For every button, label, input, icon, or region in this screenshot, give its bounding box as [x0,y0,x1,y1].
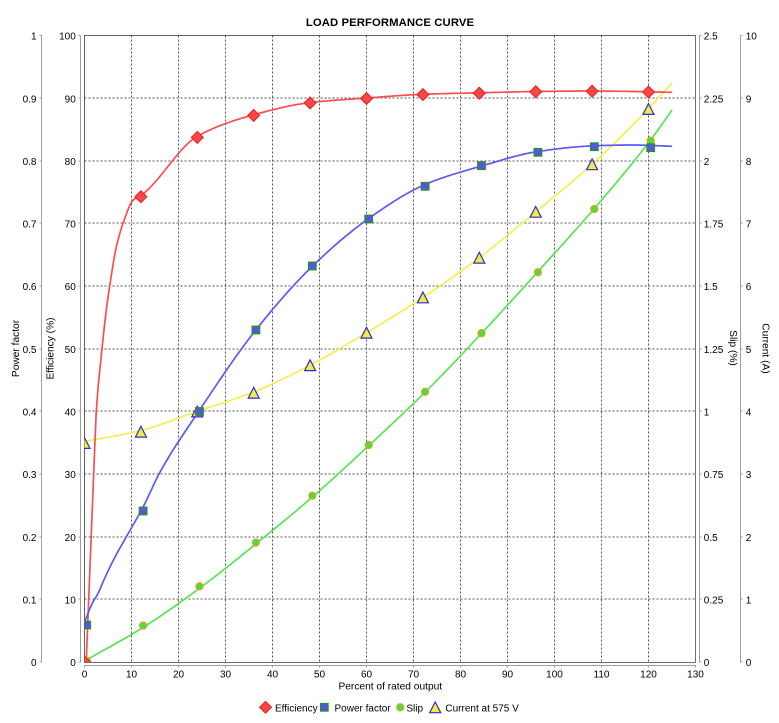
svg-text:0.1: 0.1 [23,596,37,607]
svg-text:0: 0 [704,658,710,669]
svg-text:7: 7 [746,220,752,231]
svg-text:1.25: 1.25 [704,345,724,356]
svg-text:20: 20 [173,670,185,681]
svg-text:10: 10 [126,670,138,681]
svg-text:0.9: 0.9 [23,94,37,105]
svg-text:10: 10 [746,32,758,43]
svg-text:Slip: Slip [406,703,423,714]
svg-text:Power factor: Power factor [335,703,392,714]
svg-text:0: 0 [70,658,76,669]
svg-text:0.6: 0.6 [23,282,37,293]
svg-text:10: 10 [65,596,77,607]
svg-text:2.5: 2.5 [704,32,718,43]
svg-text:40: 40 [65,408,77,419]
svg-text:70: 70 [65,220,77,231]
svg-text:Current (A): Current (A) [760,323,771,373]
svg-text:130: 130 [687,670,704,681]
svg-text:Efficiency (%): Efficiency (%) [45,317,56,379]
svg-text:2: 2 [704,157,710,168]
svg-text:LOAD PERFORMANCE CURVE: LOAD PERFORMANCE CURVE [306,17,475,29]
svg-text:0.8: 0.8 [23,157,37,168]
svg-text:80: 80 [65,157,77,168]
svg-text:110: 110 [594,670,610,681]
svg-text:Power factor: Power factor [11,319,22,377]
svg-text:90: 90 [65,94,77,105]
svg-text:30: 30 [65,470,77,481]
svg-text:3: 3 [746,470,752,481]
svg-text:Current at 575 V: Current at 575 V [445,703,519,714]
svg-text:90: 90 [502,670,514,681]
svg-text:Slip (%): Slip (%) [727,330,738,366]
svg-text:70: 70 [408,670,420,681]
svg-text:0.5: 0.5 [23,345,37,356]
svg-text:Percent of rated output: Percent of rated output [338,682,442,693]
svg-text:80: 80 [455,670,467,681]
svg-text:2: 2 [746,533,752,544]
svg-text:1.5: 1.5 [704,282,718,293]
svg-text:100: 100 [59,32,76,43]
svg-text:50: 50 [65,345,77,356]
svg-text:0.2: 0.2 [23,533,37,544]
svg-text:6: 6 [746,282,752,293]
svg-text:0: 0 [746,658,752,669]
svg-text:50: 50 [314,670,326,681]
svg-text:5: 5 [746,345,752,356]
svg-text:2.25: 2.25 [704,94,724,105]
svg-text:1: 1 [31,32,37,43]
svg-text:Efficiency: Efficiency [275,703,318,714]
svg-text:100: 100 [546,670,563,681]
svg-text:60: 60 [361,670,373,681]
svg-text:0: 0 [31,658,37,669]
svg-text:0.5: 0.5 [704,533,718,544]
svg-text:30: 30 [220,670,232,681]
svg-text:9: 9 [746,94,752,105]
svg-text:1: 1 [746,596,752,607]
svg-text:0.4: 0.4 [23,408,37,419]
svg-text:0.7: 0.7 [23,220,37,231]
svg-text:1: 1 [704,408,710,419]
svg-text:20: 20 [65,533,77,544]
svg-text:0.25: 0.25 [704,596,724,607]
svg-text:4: 4 [746,408,752,419]
svg-text:8: 8 [746,157,752,168]
svg-text:40: 40 [267,670,279,681]
svg-text:120: 120 [640,670,657,681]
svg-text:0.3: 0.3 [23,470,37,481]
svg-text:60: 60 [65,282,77,293]
svg-text:1.75: 1.75 [704,220,724,231]
svg-text:0: 0 [82,670,88,681]
svg-text:0.75: 0.75 [704,470,724,481]
